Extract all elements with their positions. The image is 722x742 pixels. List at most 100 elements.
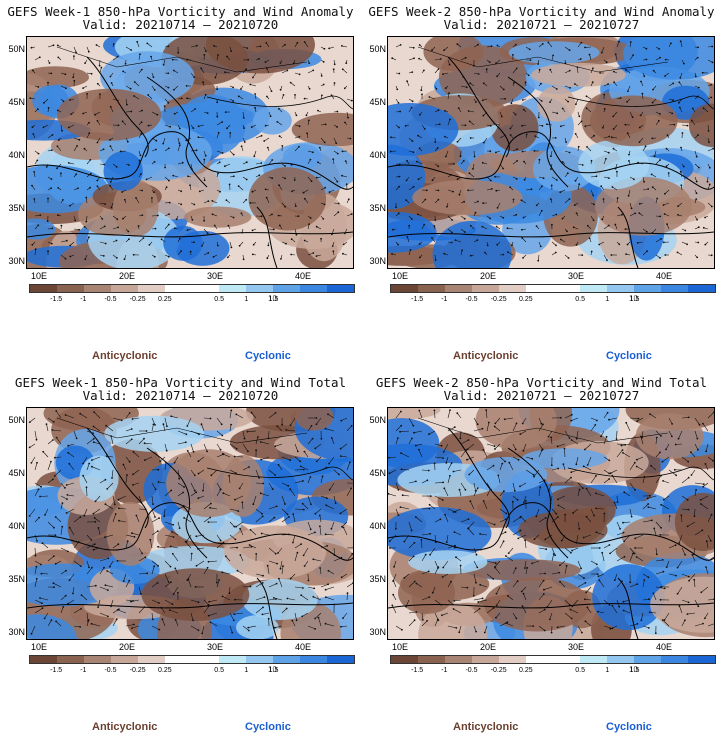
colorbar-label: 1.5 [629,667,640,674]
colorbar-label: 0.5 [575,296,586,303]
colorbar-swatch [553,285,580,292]
vorticity-map [26,36,354,269]
colorbar-label: 0.25 [519,296,533,303]
vorticity-map [26,407,354,640]
colorbar-swatch [57,285,84,292]
cyclonic-label: Cyclonic [245,721,291,733]
anticyclonic-label: Anticyclonic [92,721,158,733]
anticyclonic-label: Anticyclonic [92,350,158,362]
colorbar-label: -1.5 [50,296,63,303]
colorbar-label: -1 [80,296,87,303]
map-canvas [388,37,714,268]
panel-title: GEFS Week-1 850-hPa Vorticity and Wind T… [14,375,347,390]
panel-valid-dates: Valid: 20210721 – 20210727 [443,388,640,403]
colorbar-label: 0.5 [214,667,225,674]
colorbar-swatch [327,656,354,663]
map-panel-3: GEFS Week-1 850-hPa Vorticity and Wind T… [0,371,361,742]
colorbar-label: -0.25 [490,296,507,303]
colorbar-swatch [580,285,607,292]
colorbar-swatch [472,285,499,292]
colorbar-label: -1.5 [411,296,424,303]
colorbar [390,655,716,664]
colorbar [29,284,355,293]
colorbar-label: -1 [441,667,448,674]
colorbar-swatch [688,285,715,292]
lat-label: 35N [369,574,386,584]
colorbar-label: 1 [605,667,610,674]
colorbar-swatch [57,656,84,663]
panel-valid-dates: Valid: 20210714 – 20210720 [82,388,279,403]
colorbar-swatch [246,285,273,292]
colorbar-swatch [580,656,607,663]
colorbar-label: -0.5 [465,667,478,674]
colorbar-label: 1 [244,296,249,303]
lat-label: 30N [8,627,25,637]
colorbar-swatch [418,285,445,292]
lon-label: 10E [392,642,409,652]
map-panel-4: GEFS Week-2 850-hPa Vorticity and Wind T… [361,371,722,742]
colorbar-label: -0.5 [104,296,117,303]
colorbar-swatch [111,656,138,663]
lat-label: 45N [8,97,25,107]
colorbar-swatch [165,285,192,292]
lat-label: 35N [8,203,25,213]
anticyclonic-label: Anticyclonic [453,721,519,733]
colorbar-label: -1.5 [411,667,424,674]
colorbar-swatch [634,656,661,663]
colorbar-swatch [634,285,661,292]
colorbar-swatch [472,656,499,663]
colorbar-label: -1 [441,296,448,303]
colorbar-swatch [391,656,418,663]
lat-label: 45N [369,97,386,107]
colorbar [390,284,716,293]
lon-label: 40E [295,271,312,281]
colorbar-swatch [499,656,526,663]
colorbar-label: 0.25 [519,667,533,674]
lon-label: 20E [480,271,497,281]
colorbar-swatch [138,285,165,292]
cyclonic-label: Cyclonic [606,350,652,362]
colorbar-label: -1.5 [50,667,63,674]
colorbar-label: -0.25 [129,667,146,674]
colorbar-label: 0.25 [158,296,172,303]
lon-label: 30E [568,271,585,281]
colorbar-scale-note: 10 [268,665,277,674]
lon-label: 10E [392,271,409,281]
lat-label: 40N [369,150,386,160]
colorbar-label: 0.5 [575,667,586,674]
colorbar-swatch [445,285,472,292]
colorbar-scale-note: 10 [629,665,638,674]
lon-label: 20E [480,642,497,652]
cyclonic-label: Cyclonic [606,721,652,733]
colorbar-swatch [84,656,111,663]
colorbar-swatch [219,656,246,663]
colorbar-swatch [418,656,445,663]
panel-valid-dates: Valid: 20210714 – 20210720 [82,17,279,32]
lat-label: 30N [369,256,386,266]
lon-label: 40E [295,642,312,652]
colorbar-swatch [192,285,219,292]
colorbar-swatch [300,285,327,292]
colorbar-swatch [246,656,273,663]
colorbar-swatch [661,656,688,663]
lat-label: 45N [369,468,386,478]
map-canvas [27,408,353,639]
cyclonic-label: Cyclonic [245,350,291,362]
colorbar-swatch [607,656,634,663]
lat-label: 35N [369,203,386,213]
colorbar-swatch [688,656,715,663]
colorbar-label: 1.5 [268,667,279,674]
map-panel-1: GEFS Week-1 850-hPa Vorticity and Wind A… [0,0,361,371]
lat-label: 50N [369,415,386,425]
panel-title: GEFS Week-2 850-hPa Vorticity and Wind T… [375,375,708,390]
colorbar-swatch [391,285,418,292]
panel-valid-dates: Valid: 20210721 – 20210727 [443,17,640,32]
colorbar-label: -1 [80,667,87,674]
anticyclonic-label: Anticyclonic [453,350,519,362]
lat-label: 50N [8,44,25,54]
map-canvas [388,408,714,639]
colorbar-swatch [165,656,192,663]
lon-label: 10E [31,271,48,281]
lon-label: 10E [31,642,48,652]
lon-label: 30E [568,642,585,652]
